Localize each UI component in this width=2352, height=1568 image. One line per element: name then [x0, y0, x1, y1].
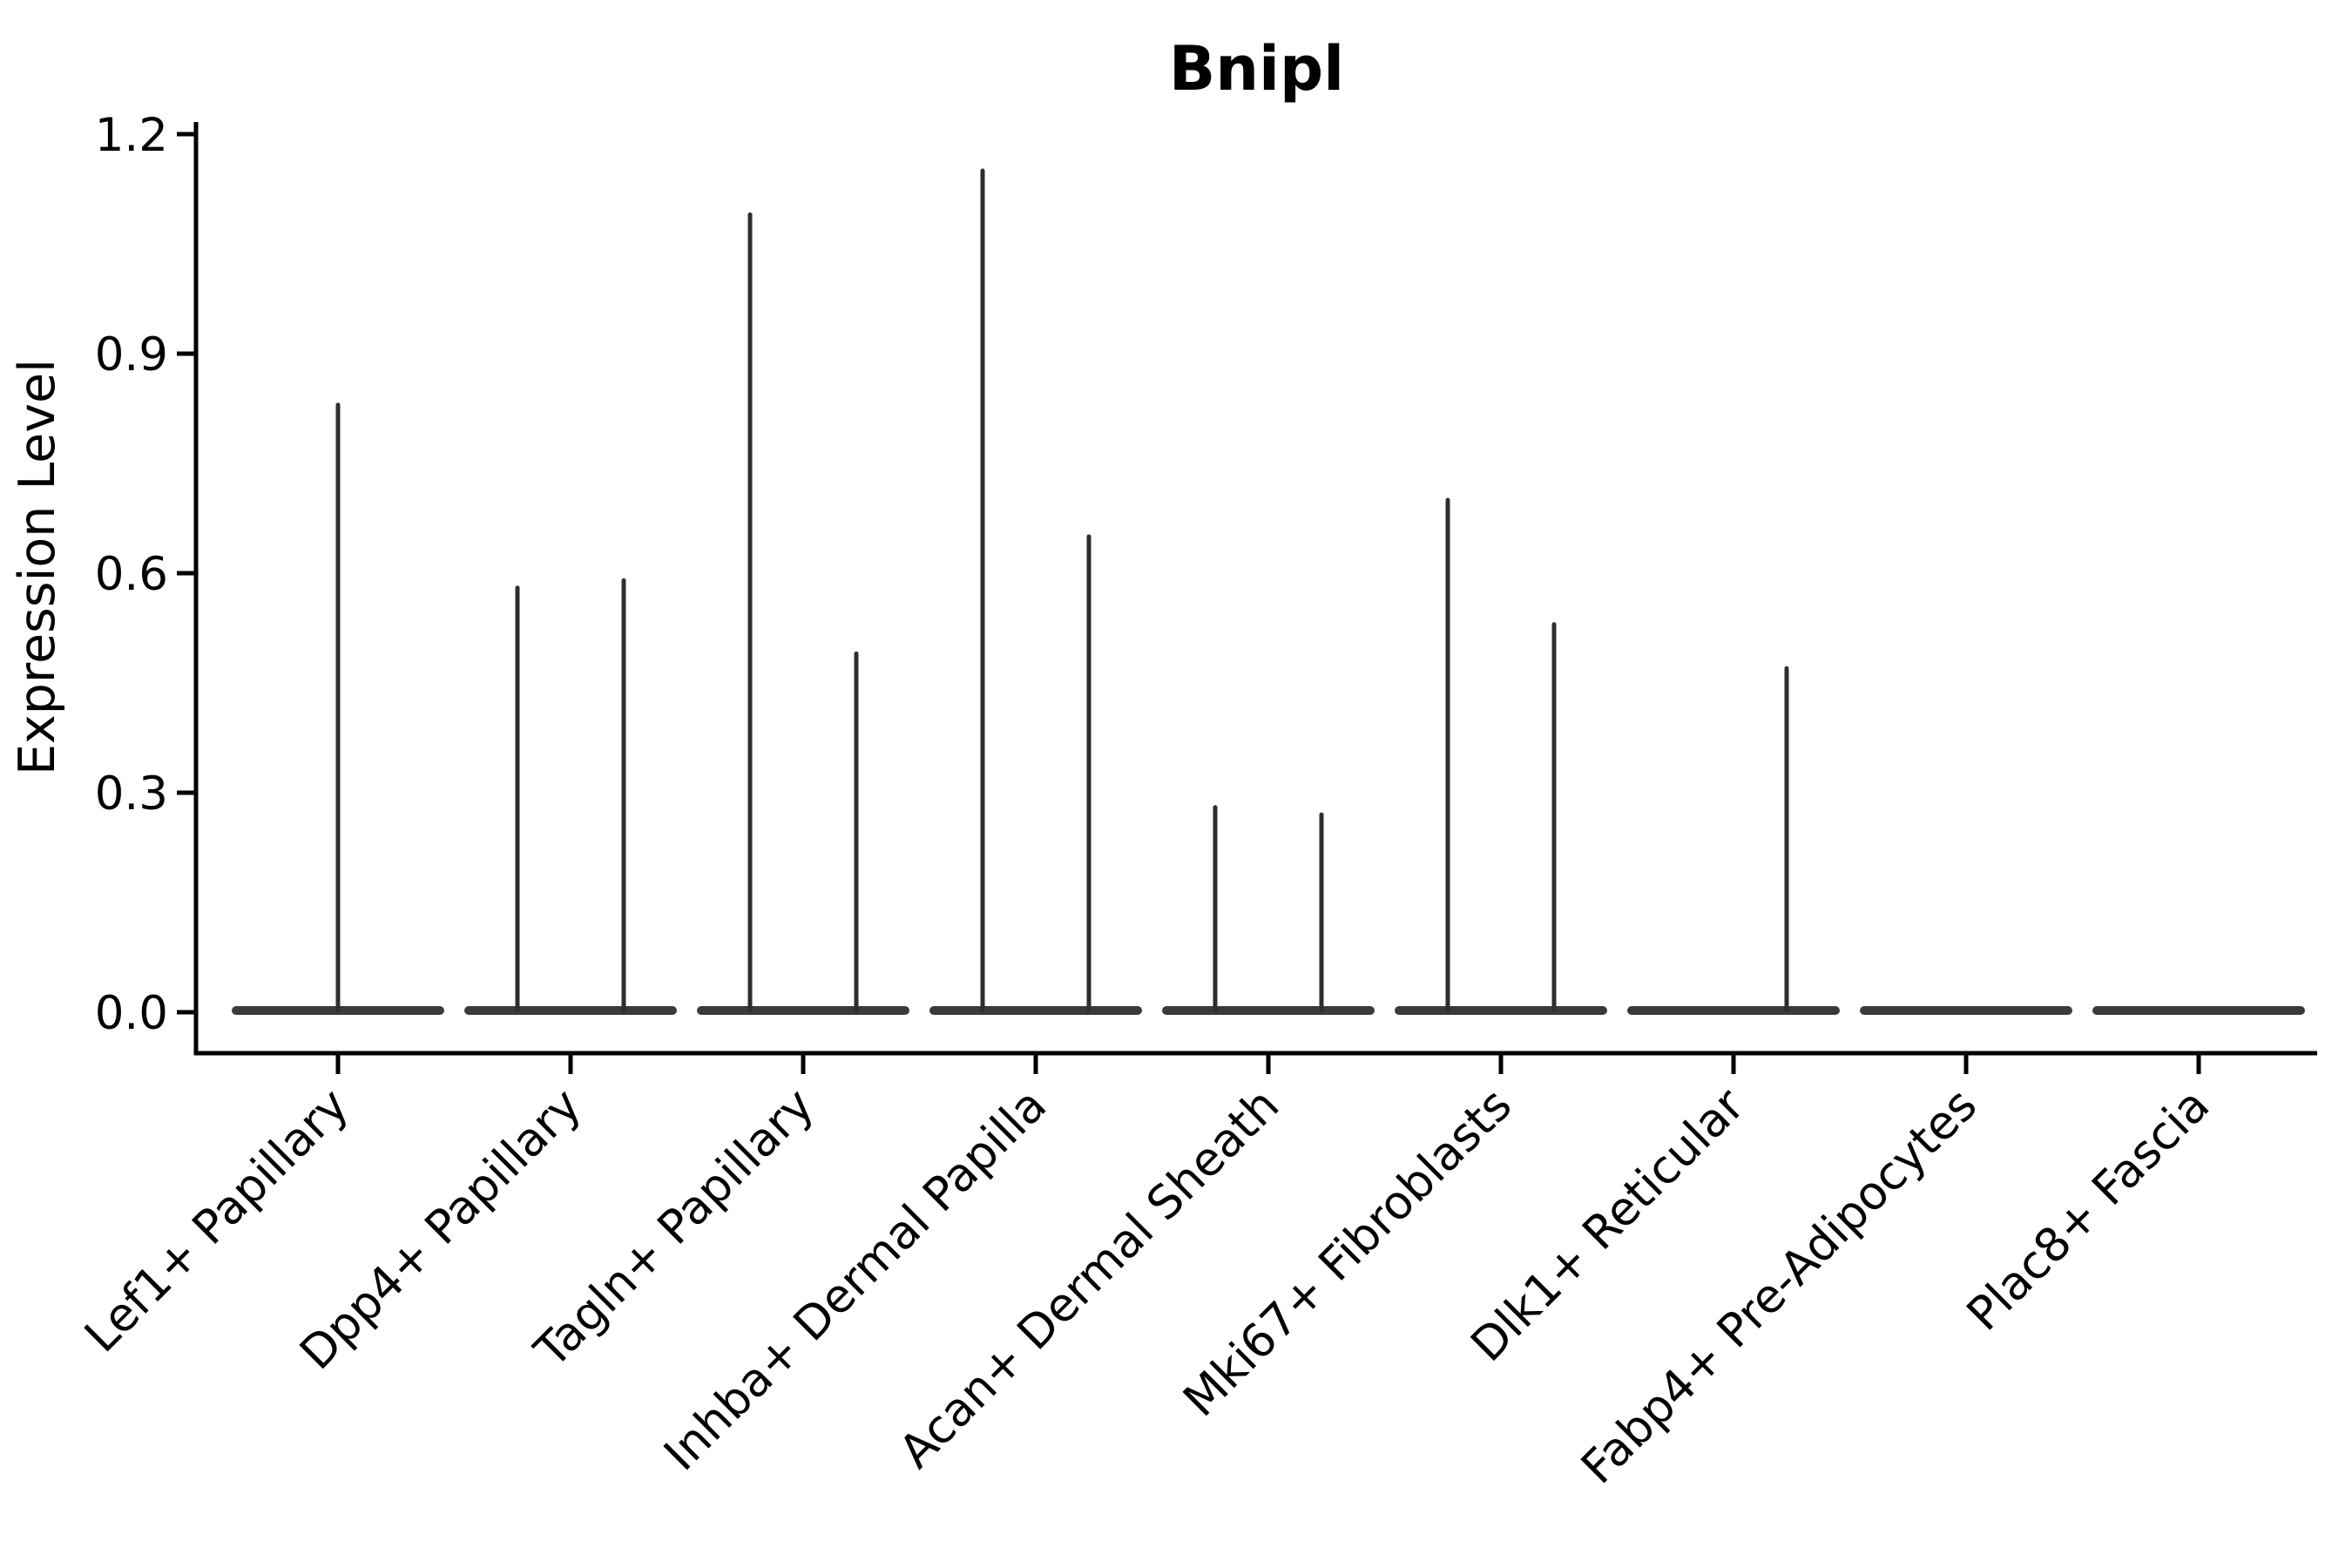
y-axis-label: Expression Level [9, 359, 66, 775]
x-tick-label-7: Fabp4+ Pre-Adipocytes [1571, 1078, 1987, 1494]
violin-base-8 [2092, 1006, 2305, 1015]
y-tick-label-3: 0.9 [95, 328, 168, 382]
x-tick-label-3: Inhba+ Dermal Papilla [654, 1078, 1057, 1481]
y-tick-label-4: 1.2 [95, 109, 168, 162]
violin-base-1 [464, 1006, 677, 1015]
violin-base-4 [1162, 1006, 1375, 1015]
violin-base-2 [697, 1006, 909, 1015]
violin-base-5 [1395, 1006, 1607, 1015]
y-tick-label-0: 0.0 [95, 987, 168, 1040]
violin-base-3 [929, 1006, 1142, 1015]
x-tick-label-8: Plac8+ Fascia [1957, 1078, 2220, 1341]
x-tick-label-4: Acan+ Dermal Sheath [889, 1078, 1289, 1478]
y-tick-label-2: 0.6 [95, 548, 168, 601]
violin-base-7 [1860, 1006, 2072, 1015]
y-tick-label-1: 0.3 [95, 767, 168, 821]
chart-title: Bnipl [1169, 33, 1344, 105]
violin-base-6 [1627, 1006, 1840, 1015]
